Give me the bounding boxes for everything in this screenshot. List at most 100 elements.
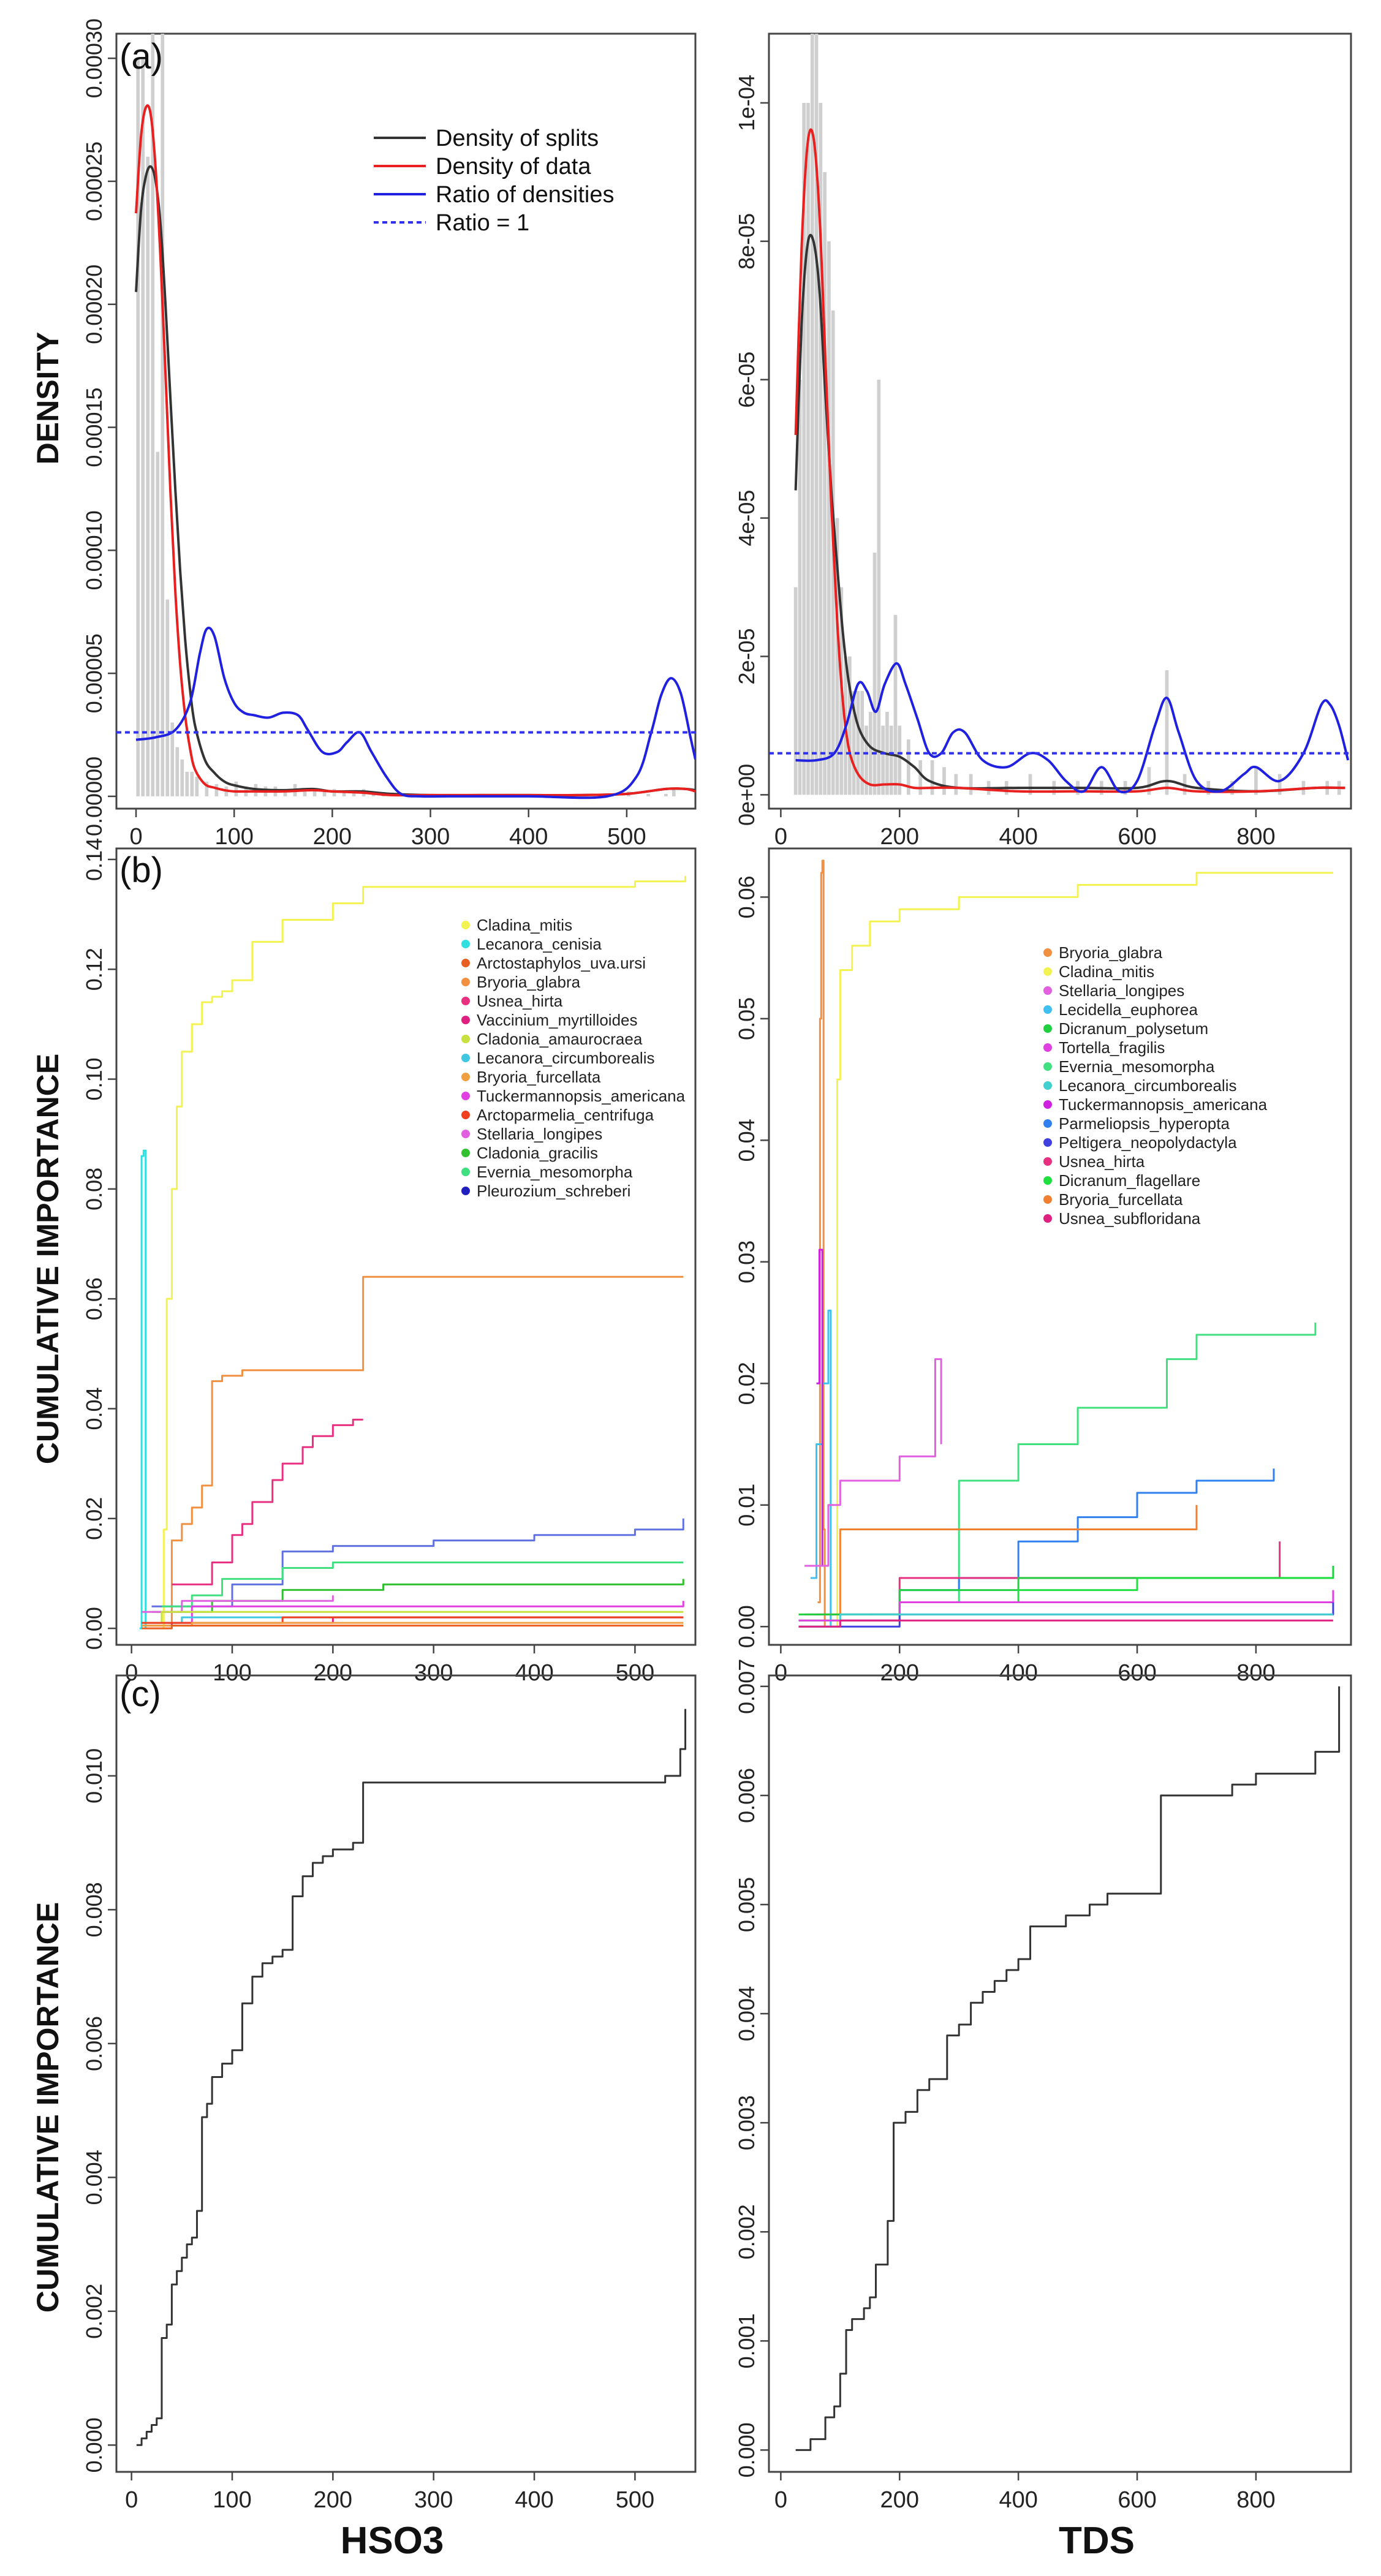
- x-tick-label: 600: [1118, 824, 1156, 850]
- x-tick-label: 800: [1236, 1660, 1275, 1686]
- legend-label: Tuckermannopsis_americana: [1059, 1095, 1268, 1114]
- series-line: [151, 1518, 684, 1607]
- legend-swatch: [1043, 1214, 1052, 1223]
- legend-label: Arctostaphylos_uva.ursi: [477, 954, 646, 972]
- x-label-hso3: HSO3: [341, 2520, 444, 2562]
- y-tick-label: 0.00015: [81, 387, 107, 467]
- histogram-bar: [852, 690, 856, 795]
- panel-tag-b: (b): [119, 850, 163, 890]
- y-tick-label: 0.12: [81, 948, 107, 991]
- x-tick-label: 800: [1236, 824, 1275, 850]
- legend-swatch: [461, 1016, 470, 1024]
- histogram-bar: [1230, 780, 1234, 795]
- x-tick-label: 400: [999, 2487, 1037, 2513]
- histogram-bar: [180, 759, 184, 796]
- x-tick-label: 200: [880, 824, 919, 850]
- series-line: [794, 128, 1345, 793]
- histogram-bar: [303, 788, 307, 796]
- histogram-bar: [877, 379, 881, 795]
- row-label-importance-b: CUMULATIVE IMPORTANCE: [31, 1054, 65, 1464]
- x-tick-label: 300: [414, 1660, 453, 1686]
- y-tick-label: 2e-05: [734, 628, 759, 684]
- legend-label: Tuckermannopsis_americana: [477, 1087, 686, 1105]
- histogram-bar: [793, 587, 798, 795]
- histogram-bar: [872, 553, 877, 795]
- histogram-bar: [1028, 774, 1032, 795]
- histogram-bar: [819, 102, 823, 795]
- y-tick-label: 0.02: [734, 1362, 759, 1405]
- y-tick-label: 0.10: [81, 1058, 107, 1101]
- y-tick-label: 0.000: [81, 2417, 107, 2472]
- series-line: [840, 1323, 1317, 1615]
- legend-swatch: [461, 1149, 470, 1157]
- x-tick-label: 200: [314, 2487, 352, 2513]
- overall-importance-panel-hso3: 0 100 200 300 400 500 0.000 0.002 0.004 0.006 0.00…: [81, 1674, 697, 2513]
- y-tick-label: 0.007: [734, 1659, 759, 1714]
- y-tick-label: 0.005: [734, 1877, 759, 1932]
- legend-swatch: [1043, 1100, 1052, 1109]
- y-tick-label: 0.006: [81, 2016, 107, 2071]
- row-label-importance-c: CUMULATIVE IMPORTANCE: [31, 1902, 65, 2313]
- histogram-bar: [161, 34, 165, 796]
- histogram-bar: [214, 784, 219, 796]
- histogram-bar: [860, 690, 865, 795]
- series-line: [798, 1619, 1333, 1628]
- y-tick-label: 6e-05: [734, 352, 759, 408]
- histogram-bar: [175, 747, 180, 796]
- y-tick-label: 0.00025: [81, 142, 107, 221]
- legend-swatch: [461, 997, 470, 1005]
- x-tick-label: 600: [1118, 2487, 1156, 2513]
- histogram-bar: [868, 711, 872, 795]
- legend-label: Cladina_mitis: [1059, 962, 1154, 981]
- plot-frame: [115, 847, 697, 1646]
- histogram-bar: [195, 776, 199, 796]
- legend-label: Density of data: [436, 154, 591, 179]
- histogram-bar: [672, 788, 676, 796]
- legend-swatch: [1043, 1195, 1052, 1204]
- y-tick-label: 0.002: [734, 2204, 759, 2259]
- x-tick-label: 100: [213, 1660, 251, 1686]
- species-importance-panel-tds: 0 200 400 600 800 0.00 0.01 0.02 0.03 0.04 0.05 0.0…: [734, 847, 1352, 1686]
- y-tick-label: 0.05: [734, 997, 759, 1040]
- legend-label: Bryoria_furcellata: [1059, 1190, 1183, 1209]
- y-tick-label: 0.02: [81, 1497, 107, 1540]
- series-line: [869, 1468, 1275, 1615]
- histogram-bar: [312, 788, 317, 796]
- y-tick-label: 0.000: [734, 2422, 759, 2477]
- histogram-bar: [889, 725, 893, 795]
- density-panel-hso3: 0 100 200 300 400 500 0.00000 0.00005 0.00010 0.0…: [81, 18, 697, 850]
- y-tick-label: 0.00030: [81, 18, 107, 98]
- legend-label: Vaccinium_myrtilloides: [477, 1011, 638, 1029]
- histogram-bar: [802, 102, 806, 795]
- legend-label: Stellaria_longipes: [1059, 981, 1184, 1000]
- legend-swatch: [1043, 1005, 1052, 1014]
- x-tick-label: 0: [129, 824, 142, 850]
- x-tick-label: 500: [616, 1660, 654, 1686]
- legend-swatch: [1043, 1043, 1052, 1052]
- histogram-bar: [1277, 774, 1282, 795]
- legend-swatch: [461, 1073, 470, 1081]
- series-line: [142, 1625, 684, 1630]
- y-tick-label: 0.010: [81, 1748, 107, 1804]
- legend-label: Dicranum_polysetum: [1059, 1019, 1208, 1038]
- y-tick-label: 0e+00: [734, 764, 759, 826]
- panel-tag-c: (c): [119, 1674, 161, 1714]
- y-tick-label: 1e-04: [734, 75, 759, 131]
- x-tick-label: 800: [1236, 2487, 1275, 2513]
- legend-label: Lecidella_euphorea: [1059, 1000, 1198, 1019]
- histogram-bar: [835, 518, 839, 795]
- y-tick-label: 0.06: [81, 1277, 107, 1320]
- legend-swatch: [1043, 1024, 1052, 1033]
- histogram-bar: [170, 722, 175, 796]
- legend-label: Tortella_fragilis: [1059, 1038, 1165, 1057]
- series-line: [151, 1579, 684, 1613]
- legend-swatch: [461, 959, 470, 967]
- histogram-bar: [893, 614, 898, 795]
- legend-label: Bryoria_furcellata: [477, 1068, 601, 1086]
- x-tick-label: 0: [125, 2487, 138, 2513]
- legend-swatch: [1043, 986, 1052, 995]
- series-line: [142, 1622, 684, 1627]
- overall-importance-panel-tds: 0 200 400 600 800 0.000 0.001 0.002 0.003 0.004 0.…: [734, 1659, 1352, 2513]
- histogram-bar: [942, 767, 946, 795]
- y-tick-label: 0.04: [734, 1119, 759, 1161]
